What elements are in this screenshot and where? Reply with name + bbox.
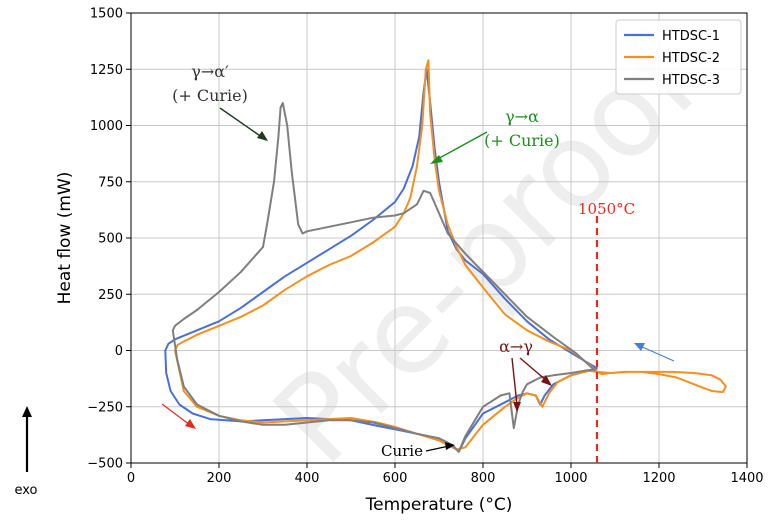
y-tick-label--500: −500 <box>87 457 123 472</box>
series-layer <box>164 59 727 453</box>
annotation-arrowhead-alpha-gamma-1 <box>513 402 521 412</box>
y-tick-label-0: 0 <box>115 344 123 359</box>
legend: HTDSC-1 HTDSC-2 HTDSC-3 <box>615 19 742 95</box>
x-tick-label-1400: 1400 <box>730 471 763 486</box>
x-tick-label-1000: 1000 <box>554 471 587 486</box>
x-axis-label: Temperature (°C) <box>365 495 513 515</box>
x-tick-label-800: 800 <box>471 471 496 486</box>
annotation-gamma-alpha-line2: (+ Curie) <box>484 131 560 150</box>
annotation-curie: Curie <box>381 442 423 460</box>
x-tick-label-400: 400 <box>295 471 320 486</box>
annotation-gamma-alpha-prime-line1: γ→α′ <box>191 62 229 81</box>
axis-ticks: 0 200 400 600 800 1000 1200 1400 −500 −250 0 250 500… <box>87 7 763 487</box>
cooling-direction-arrowhead <box>634 343 645 351</box>
annotation-arrowhead-alpha-gamma-2 <box>541 375 552 386</box>
x-tick-label-200: 200 <box>207 471 232 486</box>
annotation-arrowhead-curie <box>445 442 455 450</box>
exo-label: exo <box>14 483 37 498</box>
annotation-gamma-alpha-line1: γ→α <box>505 107 539 126</box>
exo-arrowhead <box>22 406 32 417</box>
y-axis-label: Heat flow (mW) <box>55 172 75 305</box>
y-tick-label-1250: 1250 <box>90 63 123 78</box>
heating-direction-arrowhead <box>185 419 196 429</box>
y-tick-label-1500: 1500 <box>90 7 123 22</box>
annotation-gamma-alpha-prime-line2: (+ Curie) <box>172 86 248 105</box>
x-tick-label-600: 600 <box>383 471 408 486</box>
y-tick-label-750: 750 <box>98 175 123 190</box>
annotation-arrowhead-gamma-alpha-prime <box>257 131 268 141</box>
annotation-arrow-gamma-alpha-prime <box>219 107 267 141</box>
annotation-alpha-gamma: α→γ <box>499 337 533 356</box>
legend-label-htdsc-2: HTDSC-2 <box>662 51 720 66</box>
y-tick-label--250: −250 <box>87 400 123 415</box>
reference-label-1050: 1050°C <box>578 200 635 218</box>
series-htdsc-3 <box>171 102 596 453</box>
annotation-arrowhead-gamma-alpha <box>430 155 443 164</box>
cooling-direction-arrow <box>639 345 675 362</box>
x-tick-label-1200: 1200 <box>642 471 675 486</box>
legend-box <box>615 19 742 95</box>
heating-direction-arrow <box>161 403 191 426</box>
y-tick-label-250: 250 <box>98 288 123 303</box>
annotation-arrow-alpha-gamma-2 <box>519 357 548 382</box>
y-tick-label-500: 500 <box>98 232 123 247</box>
legend-label-htdsc-1: HTDSC-1 <box>662 29 720 44</box>
annotation-arrow-curie <box>425 445 450 452</box>
annotation-arrow-gamma-alpha <box>433 131 488 162</box>
x-tick-label-0: 0 <box>127 471 135 486</box>
y-tick-label-1000: 1000 <box>90 119 123 134</box>
series-htdsc-1 <box>164 68 598 453</box>
legend-label-htdsc-3: HTDSC-3 <box>662 73 720 88</box>
annotation-arrow-alpha-gamma-1 <box>511 357 518 406</box>
